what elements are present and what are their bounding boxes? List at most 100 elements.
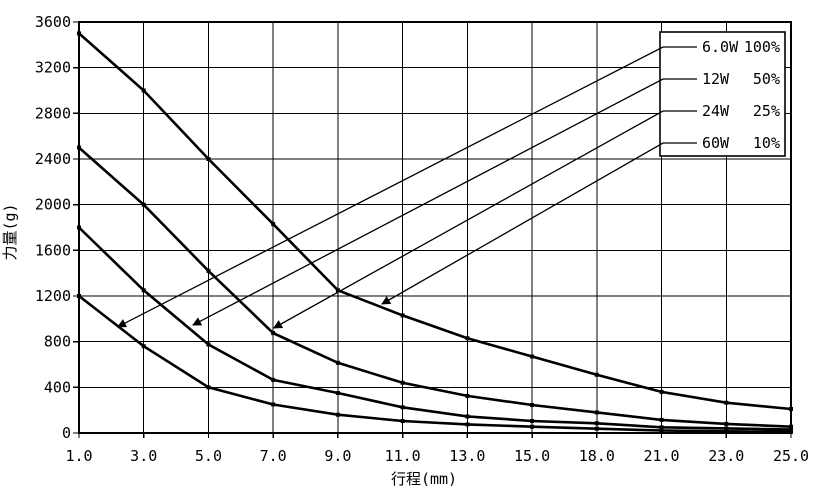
curve-line-6-0w-100 bbox=[78, 294, 792, 434]
x-tick-label: 15.0 bbox=[514, 447, 550, 465]
data-point-marker bbox=[206, 342, 211, 347]
legend-callout-arrow bbox=[381, 142, 697, 305]
data-point-marker bbox=[335, 391, 340, 396]
data-point-marker bbox=[77, 294, 81, 298]
axis-ticks bbox=[73, 21, 792, 438]
data-point-marker bbox=[465, 393, 470, 398]
data-point-marker bbox=[594, 410, 599, 415]
data-point-marker bbox=[594, 372, 599, 377]
data-point-marker bbox=[724, 400, 729, 405]
data-point-marker bbox=[141, 202, 146, 207]
plot-area: 0 400 800 1200 1600 2000 2400 2800 3200 3600 1.0 3.… bbox=[35, 13, 809, 465]
curve-6-0w-100 bbox=[77, 294, 793, 434]
x-tick-label: 21.0 bbox=[643, 447, 679, 465]
data-point-marker bbox=[77, 225, 81, 230]
data-point-marker bbox=[141, 344, 146, 349]
curve-line-60w-10 bbox=[78, 32, 792, 411]
curve-line-12w-50 bbox=[78, 226, 792, 431]
data-point-marker bbox=[789, 427, 793, 432]
x-tick-label: 9.0 bbox=[324, 447, 351, 465]
data-point-marker bbox=[530, 419, 535, 424]
data-point-marker bbox=[335, 288, 340, 293]
legend-callout-arrow bbox=[192, 78, 697, 326]
curve-line-24w-25 bbox=[78, 146, 792, 428]
legend-duty-label: 50% bbox=[753, 70, 780, 88]
data-point-marker bbox=[465, 336, 470, 341]
y-tick-label: 2000 bbox=[35, 196, 71, 214]
x-tick-label: 3.0 bbox=[130, 447, 157, 465]
data-point-marker bbox=[400, 405, 405, 410]
legend-box bbox=[659, 31, 786, 157]
y-tick-label: 3600 bbox=[35, 13, 71, 31]
curve-12w-50 bbox=[77, 225, 793, 432]
legend-callout-arrow bbox=[116, 46, 697, 328]
y-tick-label: 2800 bbox=[35, 104, 71, 122]
data-point-marker bbox=[724, 426, 729, 431]
x-tick-label: 13.0 bbox=[449, 447, 485, 465]
data-point-marker bbox=[271, 377, 276, 382]
data-point-marker bbox=[141, 288, 146, 293]
legend-duty-label: 10% bbox=[753, 134, 780, 152]
data-point-marker bbox=[271, 222, 276, 227]
data-point-marker bbox=[206, 157, 211, 161]
y-tick-label: 1200 bbox=[35, 287, 71, 305]
data-point-marker bbox=[77, 145, 81, 150]
data-point-marker bbox=[659, 428, 664, 433]
data-point-marker bbox=[530, 424, 535, 429]
data-point-marker bbox=[465, 414, 470, 419]
data-point-marker bbox=[335, 360, 340, 365]
x-axis-title: 行程(mm) bbox=[391, 470, 457, 488]
y-tick-label: 3200 bbox=[35, 59, 71, 77]
y-tick-label: 0 bbox=[62, 424, 71, 442]
data-point-marker bbox=[77, 31, 81, 36]
x-tick-label: 18.0 bbox=[579, 447, 615, 465]
curve-24w-25 bbox=[77, 145, 793, 429]
data-point-marker bbox=[724, 429, 729, 434]
x-tick-label: 11.0 bbox=[385, 447, 421, 465]
data-point-marker bbox=[659, 389, 664, 394]
data-point-marker bbox=[271, 331, 276, 336]
legend-power-label: 24W bbox=[702, 102, 730, 120]
x-tick-labels: 1.0 3.0 5.0 7.0 9.0 11.0 13.0 15.0 18.0 21.0 23.0 2… bbox=[65, 447, 809, 465]
x-tick-label: 7.0 bbox=[260, 447, 287, 465]
data-point-marker bbox=[594, 426, 599, 431]
data-point-marker bbox=[400, 419, 405, 424]
data-point-marker bbox=[789, 429, 793, 434]
legend-duty-label: 25% bbox=[753, 102, 780, 120]
y-tick-label: 400 bbox=[44, 378, 71, 396]
legend-callout-arrow bbox=[273, 110, 697, 329]
data-point-marker bbox=[206, 268, 211, 273]
data-point-marker bbox=[206, 385, 211, 390]
data-point-marker bbox=[530, 403, 535, 408]
x-tick-label: 5.0 bbox=[195, 447, 222, 465]
data-point-marker bbox=[594, 421, 599, 426]
y-tick-labels: 0 400 800 1200 1600 2000 2400 2800 3200 3600 bbox=[35, 13, 71, 442]
legend-callouts bbox=[116, 46, 697, 329]
y-tick-label: 2400 bbox=[35, 150, 71, 168]
data-point-marker bbox=[530, 354, 535, 359]
data-point-marker bbox=[400, 380, 405, 385]
data-point-marker bbox=[271, 402, 276, 407]
data-point-marker bbox=[141, 88, 146, 93]
legend-power-label: 60W bbox=[702, 134, 730, 152]
data-point-marker bbox=[789, 407, 793, 412]
data-point-marker bbox=[659, 417, 664, 422]
legend-duty-label: 100% bbox=[744, 38, 780, 56]
y-tick-label: 1600 bbox=[35, 241, 71, 259]
data-point-marker bbox=[659, 425, 664, 430]
data-point-marker bbox=[724, 421, 729, 426]
y-tick-label: 800 bbox=[44, 333, 71, 351]
x-tick-label: 25.0 bbox=[773, 447, 809, 465]
legend: 6.0W 100% 12W 50% 24W 25% 60W 10% bbox=[659, 31, 786, 157]
data-point-marker bbox=[789, 424, 793, 429]
data-point-marker bbox=[465, 422, 470, 427]
curve-60w-10 bbox=[77, 31, 793, 412]
y-axis-title: 力量(g) bbox=[1, 203, 19, 260]
x-tick-label: 23.0 bbox=[708, 447, 744, 465]
data-point-marker bbox=[335, 412, 340, 417]
legend-power-label: 12W bbox=[702, 70, 730, 88]
legend-power-label: 6.0W bbox=[702, 38, 739, 56]
x-tick-label: 1.0 bbox=[65, 447, 92, 465]
